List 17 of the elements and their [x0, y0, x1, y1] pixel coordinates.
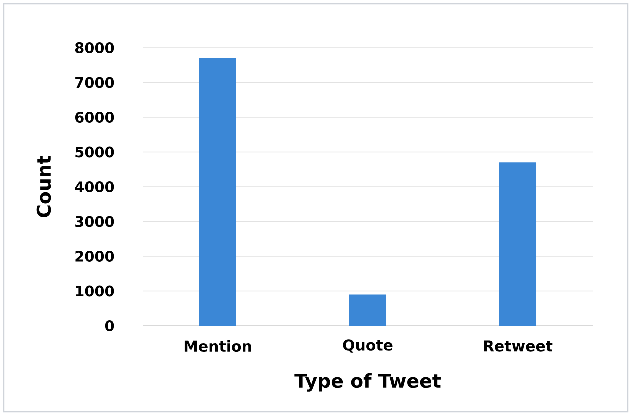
bar [500, 162, 537, 326]
x-tick-label: Mention [184, 340, 252, 352]
y-tick-label: 7000 [76, 77, 114, 88]
bar [350, 294, 387, 326]
y-tick-label: 1000 [76, 286, 114, 297]
bar [200, 58, 236, 326]
y-tick-label: 2000 [76, 251, 114, 262]
y-tick-label: 5000 [76, 146, 114, 158]
y-tick-label: 6000 [75, 112, 114, 123]
y-tick-label: 8000 [75, 42, 114, 54]
x-axis-title: Type of Tweet [294, 373, 441, 392]
y-tick-label: 0 [105, 320, 114, 332]
x-tick-label: Quote [343, 340, 393, 353]
y-tick-label: 3000 [76, 216, 114, 228]
x-tick-label: Retweet [484, 340, 553, 352]
y-axis-title: Count [36, 156, 52, 218]
y-tick-label: 4000 [75, 182, 114, 192]
